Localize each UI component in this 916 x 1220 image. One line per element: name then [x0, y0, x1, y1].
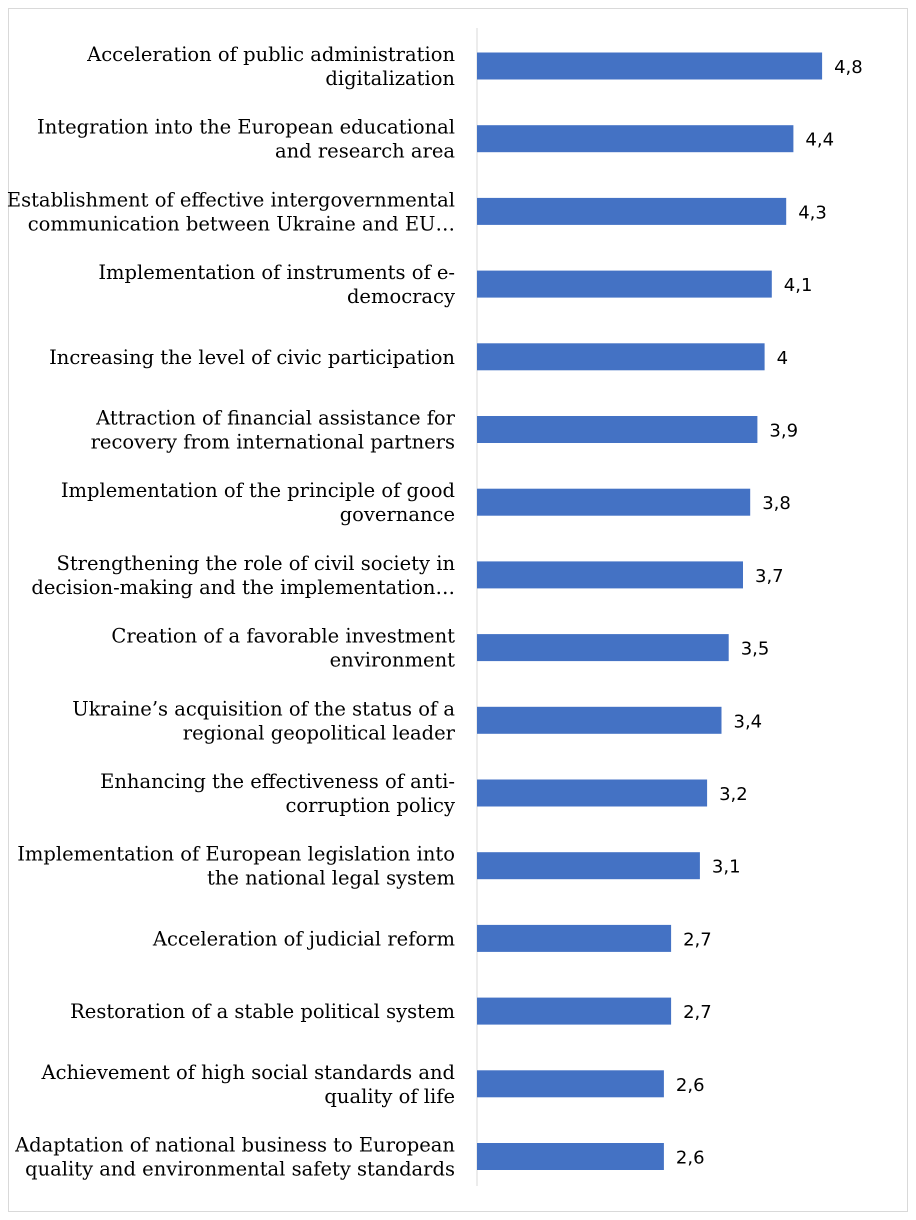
category-label-line: Attraction of financial assistance for [95, 407, 455, 430]
bar [477, 197, 787, 225]
category-label: Implementation of the principle of good g… [61, 479, 455, 526]
category-label-line: Integration into the European educationa… [37, 116, 455, 139]
bar [477, 343, 765, 371]
bar [477, 488, 751, 516]
bar [477, 924, 672, 952]
category-label: Acceleration of judicial reform [152, 927, 455, 950]
category-label-line: Implementation of European legislation i… [17, 843, 455, 866]
category-label-line: Acceleration of public administration [86, 43, 455, 66]
data-label: 4,3 [798, 202, 827, 223]
category-label-line: Increasing the level of civic participat… [49, 346, 455, 369]
chart-frame [8, 8, 908, 1212]
data-label: 3,4 [734, 711, 763, 732]
category-label: Creation of a favorable investment enviro… [111, 625, 455, 672]
category-label-line: communication between Ukraine and EU… [28, 212, 455, 235]
category-label-line: Adaptation of national business to Europ… [14, 1134, 455, 1157]
category-label-line: Acceleration of judicial reform [152, 927, 455, 950]
data-label: 3,8 [762, 493, 791, 514]
category-label: Attraction of financial assistance for re… [91, 407, 456, 454]
data-label: 4,4 [805, 130, 834, 151]
bar [477, 1070, 664, 1098]
category-label-line: and research area [275, 140, 455, 163]
bar [477, 270, 772, 298]
data-label: 4,8 [834, 57, 863, 78]
category-label: Implementation of European legislation i… [17, 843, 455, 890]
data-label: 3,1 [712, 857, 741, 878]
category-label-line: governance [340, 503, 455, 526]
data-label: 3,7 [755, 566, 784, 587]
bar [477, 416, 758, 443]
category-label: Integration into the European educationa… [37, 116, 455, 163]
data-label: 3,5 [741, 639, 770, 660]
category-label-line: the national legal system [207, 867, 455, 890]
category-label-line: recovery from international partners [91, 431, 455, 454]
data-label: 3,9 [769, 421, 798, 442]
category-label: Acceleration of public administration dig… [86, 43, 455, 90]
data-label: 4,1 [784, 275, 813, 296]
data-label: 4 [777, 348, 788, 369]
category-label-line: Implementation of the principle of good [61, 479, 455, 502]
bar [477, 634, 729, 662]
category-label: Strengthening the role of civil society … [31, 552, 455, 599]
data-label: 2,7 [683, 1002, 712, 1023]
category-label-line: environment [330, 649, 456, 672]
category-label: Ukraine’s acquisition of the status of a… [72, 697, 455, 744]
category-label-line: Establishment of effective intergovernme… [7, 188, 455, 211]
category-label: Enhancing the effectiveness of anti-corr… [100, 770, 455, 817]
bar [477, 997, 672, 1025]
bar [477, 706, 722, 734]
bar [477, 561, 743, 589]
category-label-line: Enhancing the effectiveness of anti- [100, 770, 455, 793]
bar [477, 52, 823, 80]
category-label-line: decision-making and the implementation… [31, 576, 455, 599]
category-label: Implementation of instruments of e-democ… [98, 261, 455, 308]
category-label: Adaptation of national business to Europ… [14, 1134, 455, 1181]
category-label: Increasing the level of civic participat… [49, 346, 455, 369]
category-label-line: Restoration of a stable political system [70, 1000, 455, 1023]
data-label: 2,6 [676, 1075, 705, 1096]
bar [477, 125, 794, 153]
bar [477, 1143, 664, 1170]
category-label-line: digitalization [325, 67, 455, 90]
bar [477, 779, 708, 807]
category-label-line: Achievement of high social standards and [41, 1061, 456, 1084]
category-label-line: Creation of a favorable investment [111, 625, 455, 648]
data-label: 2,7 [683, 929, 712, 950]
category-label-line: Ukraine’s acquisition of the status of a [72, 697, 455, 720]
category-label-line: quality of life [324, 1085, 455, 1108]
data-label: 3,2 [719, 784, 748, 805]
category-label: Achievement of high social standards and… [41, 1061, 456, 1108]
bar [477, 852, 700, 880]
data-label: 2,6 [676, 1148, 705, 1169]
category-label: Establishment of effective intergovernme… [7, 188, 455, 235]
category-label-line: corruption policy [285, 794, 455, 817]
category-label-line: democracy [347, 285, 455, 308]
category-label-line: Implementation of instruments of e- [98, 261, 455, 284]
category-label-line: regional geopolitical leader [183, 721, 456, 744]
category-label: Restoration of a stable political system [70, 1000, 455, 1023]
category-label-line: Strengthening the role of civil society … [56, 552, 455, 575]
category-label-line: quality and environmental safety standar… [25, 1158, 455, 1181]
